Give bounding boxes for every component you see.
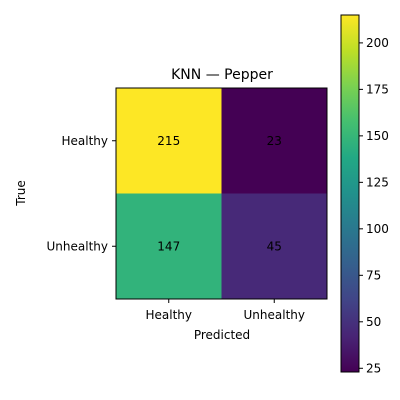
x-axis-ticks: Healthy Unhealthy xyxy=(145,299,305,322)
y-axis-label: True xyxy=(14,180,28,207)
colorbar-ticks: 25 50 75 100 125 150 175 200 xyxy=(359,36,389,375)
colorbar-tick-label: 25 xyxy=(366,361,381,375)
cell-value-label: 45 xyxy=(267,239,282,253)
colorbar xyxy=(340,14,360,373)
heatmap-cell xyxy=(116,193,222,300)
colorbar-tick-label: 50 xyxy=(366,315,381,329)
chart-title: KNN — Pepper xyxy=(171,67,273,83)
colorbar-tick-label: 75 xyxy=(366,268,381,282)
cell-value-label: 215 xyxy=(157,134,180,148)
plot-frame xyxy=(115,87,328,300)
colorbar-tick-label: 100 xyxy=(366,222,389,236)
heatmap-cell xyxy=(221,193,328,300)
cell-value-label: 23 xyxy=(267,134,282,148)
cell-value-label: 147 xyxy=(157,239,180,253)
y-tick-label: Unhealthy xyxy=(47,239,108,253)
y-axis-ticks: Healthy Unhealthy xyxy=(47,134,116,253)
heatmap-cell xyxy=(221,88,328,194)
colorbar-tick-label: 200 xyxy=(366,36,389,50)
x-tick-label: Unhealthy xyxy=(244,308,305,322)
heatmap-cell xyxy=(116,88,222,194)
heatmap-cells: 215 23 147 45 xyxy=(116,88,328,300)
colorbar-tick-label: 175 xyxy=(366,82,389,96)
x-tick-label: Healthy xyxy=(145,308,192,322)
colorbar-tick-label: 125 xyxy=(366,175,389,189)
y-tick-label: Healthy xyxy=(61,134,108,148)
x-axis-label: Predicted xyxy=(194,328,250,342)
colorbar-tick-label: 150 xyxy=(366,129,389,143)
